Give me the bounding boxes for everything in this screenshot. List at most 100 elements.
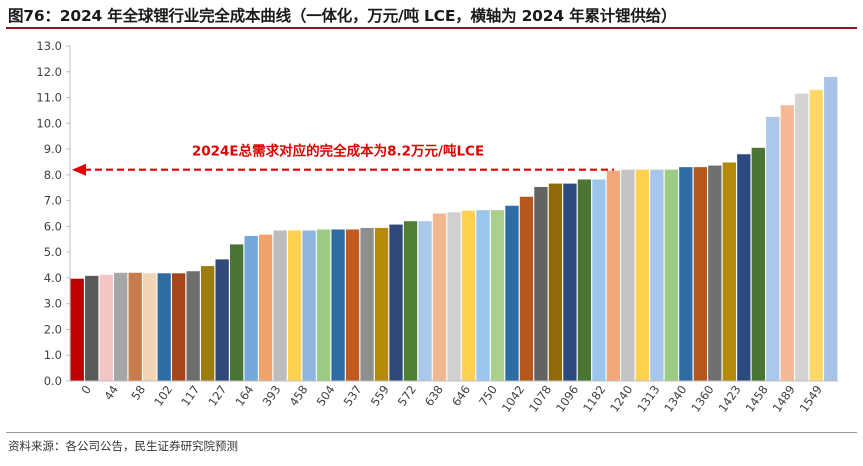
x-tick-label: 458 (287, 383, 311, 409)
bar (679, 167, 693, 381)
x-tick-label: 393 (259, 383, 283, 409)
bar (157, 273, 171, 381)
bar (85, 275, 99, 381)
bar (737, 154, 751, 381)
bar (795, 93, 809, 382)
bar (534, 186, 548, 381)
x-tick-label: 1549 (797, 383, 825, 415)
annotation-label: 2024E总需求对应的完全成本为8.2万元/吨LCE (192, 143, 484, 160)
x-tick-label: 1078 (526, 383, 554, 415)
bar (693, 167, 707, 381)
bar (258, 234, 273, 381)
bar (606, 170, 621, 381)
bar (186, 271, 200, 381)
bar (200, 266, 215, 381)
y-tick-label: 1.0 (44, 348, 62, 362)
y-tick-label: 10.0 (36, 116, 62, 130)
x-tick-label: 1458 (743, 383, 771, 415)
bar (70, 278, 84, 381)
bar (563, 183, 577, 381)
x-tick-label: 164 (232, 383, 256, 409)
x-tick-label: 559 (368, 383, 392, 409)
bar (505, 205, 519, 381)
bar (172, 273, 186, 381)
bar (374, 227, 389, 381)
y-tick-label: 8.0 (44, 168, 62, 182)
x-tick-label: 572 (395, 383, 419, 409)
bar (577, 179, 592, 381)
chart-title: 图76：2024 年全球锂行业完全成本曲线（一体化，万元/吨 LCE，横轴为 2… (8, 7, 677, 25)
bar (635, 169, 650, 381)
x-tick-label: 1340 (661, 383, 689, 415)
x-tick-label: 1313 (634, 383, 662, 415)
x-tick-label: 127 (205, 383, 229, 409)
x-tick-label: 537 (341, 383, 365, 409)
bar (621, 169, 635, 381)
bar (447, 212, 461, 381)
bar (418, 221, 432, 381)
bar (722, 162, 736, 381)
x-tick-label: 1182 (580, 383, 608, 415)
bar (708, 165, 722, 381)
y-tick-label: 4.0 (44, 271, 62, 285)
annotation-arrow-icon (72, 163, 86, 176)
bar (461, 210, 476, 381)
y-tick-label: 0.0 (44, 374, 62, 388)
bar (824, 76, 838, 382)
bar (751, 147, 765, 381)
bar (650, 169, 664, 381)
y-tick-label: 13.0 (36, 39, 62, 53)
y-tick-label: 9.0 (44, 142, 62, 156)
y-tick-label: 7.0 (44, 194, 62, 208)
x-tick-label: 646 (449, 383, 473, 409)
bar (331, 229, 345, 381)
x-tick-label: 44 (101, 383, 121, 403)
x-tick-label: 1489 (770, 383, 798, 415)
bar (592, 179, 606, 381)
bar (809, 89, 823, 381)
bar (114, 272, 128, 381)
x-tick-label: 638 (422, 383, 446, 409)
x-tick-label: 117 (178, 383, 202, 409)
bar (766, 116, 780, 382)
x-tick-label: 1240 (607, 383, 635, 415)
bar (229, 244, 244, 381)
y-tick-label: 11.0 (36, 91, 62, 105)
y-tick-label: 6.0 (44, 219, 62, 233)
bar (302, 230, 316, 381)
bar (215, 259, 229, 381)
bar (360, 227, 374, 381)
bar (345, 229, 360, 381)
y-tick-label: 2.0 (44, 322, 62, 336)
x-tick-label: 1096 (553, 383, 581, 415)
x-tick-label: 102 (151, 383, 175, 409)
x-tick-label: 750 (476, 383, 500, 409)
bar (403, 221, 418, 381)
bar (490, 210, 505, 381)
bar (519, 196, 534, 381)
bar (316, 229, 331, 381)
y-tick-label: 12.0 (36, 65, 62, 79)
x-tick-label: 0 (78, 383, 94, 397)
bar (476, 210, 490, 381)
bar (143, 273, 157, 381)
source-note: 资料来源：各公司公告，民生证券研究院预测 (8, 439, 238, 453)
bar (664, 169, 679, 381)
bar (389, 224, 403, 381)
bar (548, 183, 563, 381)
title-divider (6, 27, 857, 29)
x-tick-label: 1360 (688, 383, 716, 415)
bar (99, 274, 113, 381)
x-tick-label: 58 (128, 383, 148, 403)
y-tick-label: 3.0 (44, 297, 62, 311)
y-tick-label: 5.0 (44, 245, 62, 259)
x-tick-label: 1042 (499, 383, 527, 415)
bar (244, 235, 258, 381)
footer-divider (6, 432, 857, 433)
bar (287, 230, 302, 381)
bar (780, 105, 794, 382)
x-tick-label: 1423 (715, 383, 743, 415)
x-tick-label: 504 (314, 383, 338, 409)
bar (128, 272, 142, 381)
